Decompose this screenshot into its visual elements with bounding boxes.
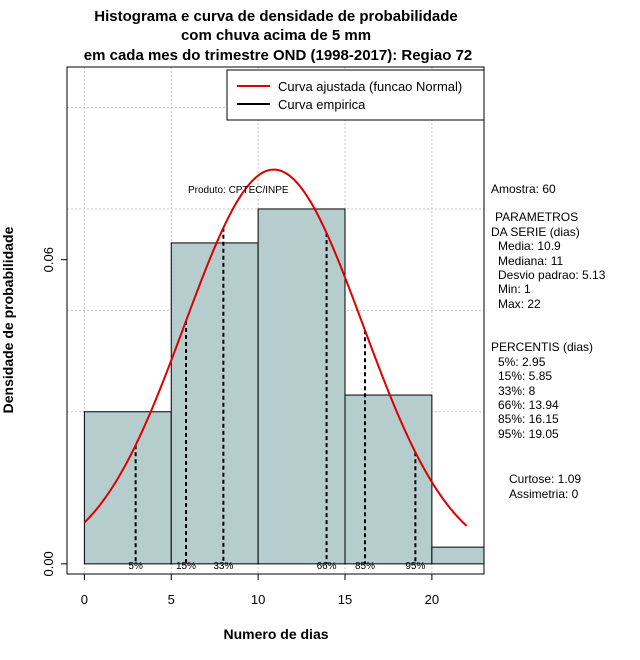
percentil-85: 85%: 16.15 <box>498 412 559 426</box>
legend-box <box>226 69 485 121</box>
histogram-bar-2 <box>257 208 346 565</box>
x-axis: 0 5 10 15 20 <box>81 574 439 607</box>
percentil-33: 33%: 8 <box>498 384 536 398</box>
percentil-5: 5%: 2.95 <box>498 355 546 369</box>
param-max: Max: 22 <box>498 297 541 311</box>
x-tick-label-3: 15 <box>338 592 352 607</box>
x-tick-label-4: 20 <box>425 592 439 607</box>
x-tick-label-0: 0 <box>81 592 88 607</box>
param-mediana: Mediana: 11 <box>498 254 563 268</box>
chart-title-line-1: Histograma e curva de densidade de proba… <box>94 8 457 25</box>
legend-label-fitted: Curva ajustada (funcao Normal) <box>278 79 462 94</box>
chart-title-line-2: com chuva acima de 5 mm <box>181 27 371 44</box>
param-media: Media: 10.9 <box>498 239 561 253</box>
percentile-labels: 5% 15% 33% 66% 85% 95% <box>128 561 425 572</box>
y-axis: 0.00 0.06 <box>41 247 67 577</box>
curtose: Curtose: 1.09 <box>509 472 581 486</box>
legend: Curva ajustada (funcao Normal) Curva emp… <box>226 69 485 121</box>
y-axis-label: Densidade de probabilidade <box>0 226 16 413</box>
assimetria: Assimetria: 0 <box>509 487 579 501</box>
histogram-bar-4 <box>431 546 485 565</box>
percentile-label-2: 33% <box>213 561 233 572</box>
product-annotation: Produto: CPTEC/INPE <box>188 185 289 196</box>
x-tick-label-2: 10 <box>251 592 265 607</box>
plot-frame <box>66 66 485 575</box>
percentis-header: PERCENTIS (dias) <box>491 340 593 354</box>
y-tick-label-0: 0.00 <box>41 551 56 576</box>
percentile-lines <box>134 227 417 564</box>
stats-panel: Amostra: 60 PARAMETROS DA SERIE (dias) M… <box>491 182 606 501</box>
param-desvio: Desvio padrao: 5.13 <box>498 268 606 282</box>
percentil-95: 95%: 19.05 <box>498 427 559 441</box>
sample-size: Amostra: 60 <box>491 182 556 196</box>
chart-title-line-3: em cada mes do trimestre OND (1998-2017)… <box>84 47 473 64</box>
params-header-2: DA SERIE (dias) <box>491 225 580 239</box>
legend-label-empirical: Curva empirica <box>278 97 366 112</box>
normal-curve <box>83 168 468 527</box>
y-tick-label-1: 0.06 <box>41 247 56 272</box>
histogram-bar-1 <box>170 242 259 565</box>
histogram-bar-0 <box>83 411 172 565</box>
param-min: Min: 1 <box>498 282 531 296</box>
percentile-label-0: 5% <box>128 561 143 572</box>
params-header-1: PARAMETROS <box>495 210 578 224</box>
percentile-label-3: 66% <box>317 561 337 572</box>
x-axis-label: Numero de dias <box>223 626 328 642</box>
percentil-66: 66%: 13.94 <box>498 398 559 412</box>
percentil-15: 15%: 5.85 <box>498 369 552 383</box>
percentile-label-5: 95% <box>405 561 425 572</box>
x-tick-label-1: 5 <box>168 592 175 607</box>
histogram-bar-3 <box>344 394 433 565</box>
percentile-label-4: 85% <box>355 561 375 572</box>
histogram-bars <box>83 208 485 565</box>
percentile-label-1: 15% <box>176 561 196 572</box>
